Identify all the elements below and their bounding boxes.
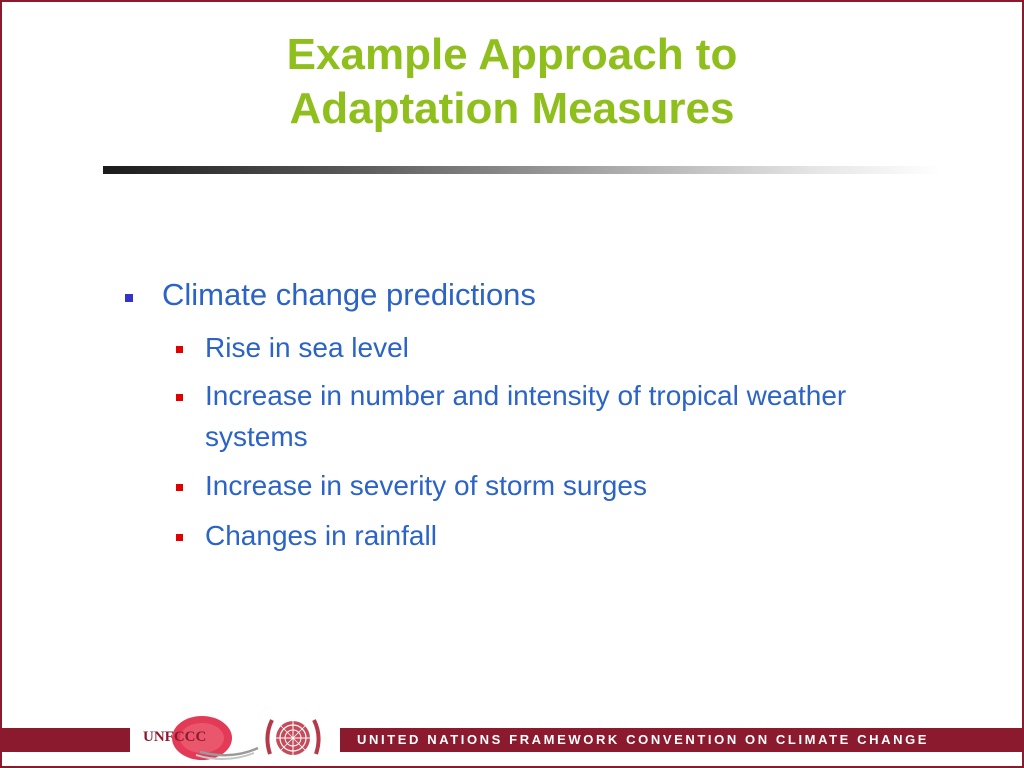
slide-title: Example Approach to Adaptation Measures xyxy=(0,28,1024,136)
unfccc-logo: UNFCCC xyxy=(143,716,259,760)
sub-bullet-3: Increase in severity of storm surges xyxy=(205,470,647,501)
square-bullet-icon xyxy=(176,484,183,491)
square-bullet-icon xyxy=(176,534,183,541)
sub-bullet-4: Changes in rainfall xyxy=(205,520,437,551)
sub-bullet-1: Rise in sea level xyxy=(205,332,409,363)
un-emblem-icon xyxy=(265,719,321,755)
title-divider xyxy=(103,166,943,174)
square-bullet-icon xyxy=(125,294,133,302)
unfccc-logo-text: UNFCCC xyxy=(143,729,206,745)
square-bullet-icon xyxy=(176,346,183,353)
footer-text: UNITED NATIONS FRAMEWORK CONVENTION ON C… xyxy=(357,732,930,747)
bullet-main: Climate change predictions xyxy=(162,277,536,312)
title-line-2: Adaptation Measures xyxy=(289,84,735,133)
sub-bullet-2: Increase in number and intensity of trop… xyxy=(205,380,847,452)
title-line-1: Example Approach to xyxy=(286,30,738,79)
square-bullet-icon xyxy=(176,394,183,401)
